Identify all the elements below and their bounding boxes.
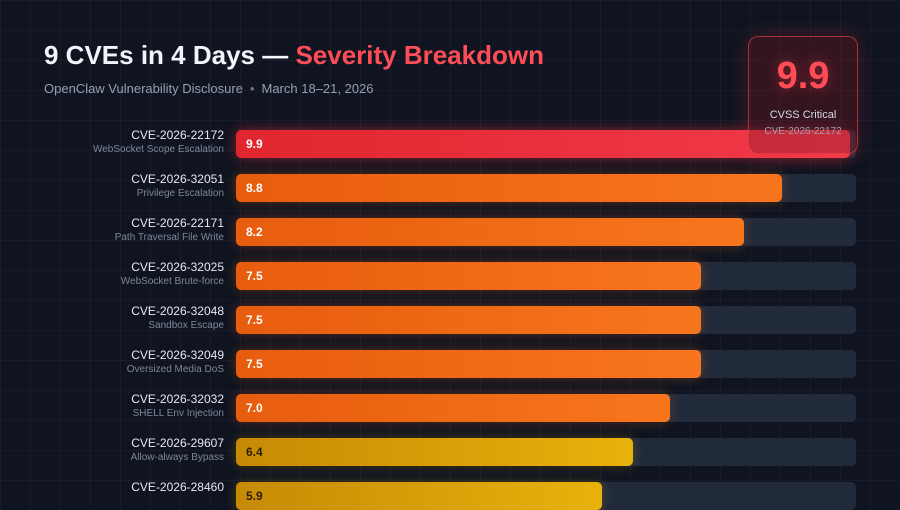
bar-track: 7.5 (236, 262, 856, 290)
cve-description-label: Allow-always Bypass (130, 452, 224, 463)
bar-row: CVE-2026-32051 Privilege Escalation 8.8 (0, 172, 900, 202)
bar-label: CVE-2026-32032 SHELL Env Injection (131, 392, 224, 420)
cvss-score-cve: CVE-2026-22172 (764, 126, 842, 137)
bar-row: CVE-2026-32032 SHELL Env Injection 7.0 (0, 392, 900, 422)
cve-id-label: CVE-2026-32049 (131, 348, 224, 362)
bar-value-label: 7.5 (246, 313, 263, 327)
bar-track: 5.9 (236, 482, 856, 510)
cve-id-label: CVE-2026-32025 (131, 260, 224, 274)
bar-value-label: 7.0 (246, 401, 263, 415)
severity-bar: 5.9 (236, 482, 602, 510)
bar-label: CVE-2026-32025 WebSocket Brute-force (121, 260, 224, 288)
severity-bar: 7.5 (236, 350, 701, 378)
cve-id-label: CVE-2026-22171 (131, 216, 224, 230)
severity-bar: 7.5 (236, 306, 701, 334)
cve-description-label: Sandbox Escape (148, 320, 224, 331)
bar-row: CVE-2026-28460 5.9 (0, 480, 900, 510)
subtitle-source: OpenClaw Vulnerability Disclosure (44, 81, 243, 96)
subtitle-separator: • (249, 81, 255, 96)
severity-bar: 8.8 (236, 174, 782, 202)
bar-label: CVE-2026-28460 (131, 480, 224, 495)
cve-description-label: Privilege Escalation (136, 188, 224, 199)
bar-row: CVE-2026-29607 Allow-always Bypass 6.4 (0, 436, 900, 466)
bar-value-label: 8.8 (246, 181, 263, 195)
severity-bar: 9.9 (236, 130, 850, 158)
bar-label: CVE-2026-32049 Oversized Media DoS (127, 348, 224, 376)
bar-label: CVE-2026-22172 WebSocket Scope Escalation (93, 128, 224, 156)
page-subtitle: OpenClaw Vulnerability Disclosure • March … (44, 81, 374, 96)
bar-row: CVE-2026-32049 Oversized Media DoS 7.5 (0, 348, 900, 378)
severity-bar: 8.2 (236, 218, 744, 246)
bar-value-label: 9.9 (246, 137, 263, 151)
subtitle-dates: March 18–21, 2026 (261, 81, 374, 96)
severity-bar: 7.0 (236, 394, 670, 422)
cvss-score-caption: CVSS Critical (769, 109, 837, 121)
bar-value-label: 7.5 (246, 269, 263, 283)
bar-track: 7.0 (236, 394, 856, 422)
bar-label: CVE-2026-32048 Sandbox Escape (131, 304, 224, 332)
cvss-score-value: 9.9 (776, 55, 830, 97)
bar-track: 7.5 (236, 350, 856, 378)
cve-description-label: WebSocket Brute-force (120, 276, 224, 287)
bar-value-label: 8.2 (246, 225, 263, 239)
cve-id-label: CVE-2026-32051 (131, 172, 224, 186)
title-accent: Severity Breakdown (295, 40, 545, 70)
cve-id-label: CVE-2026-32048 (131, 304, 224, 318)
cve-description-label: Path Traversal File Write (114, 232, 224, 243)
cve-description-label: WebSocket Scope Escalation (92, 144, 224, 155)
bar-value-label: 5.9 (246, 489, 263, 503)
bar-label: CVE-2026-22171 Path Traversal File Write (115, 216, 224, 244)
bar-row: CVE-2026-22172 WebSocket Scope Escalation… (0, 128, 900, 158)
bar-track: 6.4 (236, 438, 856, 466)
bar-row: CVE-2026-22171 Path Traversal File Write 8… (0, 216, 900, 246)
cve-id-label: CVE-2026-28460 (131, 480, 224, 494)
cve-id-label: CVE-2026-29607 (131, 436, 224, 450)
bar-track: 9.9 (236, 130, 856, 158)
bar-value-label: 7.5 (246, 357, 263, 371)
severity-bar: 7.5 (236, 262, 701, 290)
bar-label: CVE-2026-32051 Privilege Escalation (131, 172, 224, 200)
bar-row: CVE-2026-32048 Sandbox Escape 7.5 (0, 304, 900, 334)
title-prefix: 9 CVEs in 4 Days — (44, 40, 296, 70)
cve-description-label: Oversized Media DoS (126, 364, 224, 375)
bar-value-label: 6.4 (246, 445, 263, 459)
cve-id-label: CVE-2026-22172 (131, 128, 224, 142)
bar-track: 8.2 (236, 218, 856, 246)
bar-label: CVE-2026-29607 Allow-always Bypass (131, 436, 224, 464)
cve-description-label: SHELL Env Injection (132, 408, 224, 419)
cve-id-label: CVE-2026-32032 (131, 392, 224, 406)
severity-bar: 6.4 (236, 438, 633, 466)
bar-row: CVE-2026-32025 WebSocket Brute-force 7.5 (0, 260, 900, 290)
bar-track: 7.5 (236, 306, 856, 334)
bar-track: 8.8 (236, 174, 856, 202)
cvss-score-card: 9.9 CVSS Critical CVE-2026-22172 (748, 36, 858, 154)
page-title: 9 CVEs in 4 Days — Severity Breakdown (44, 40, 544, 71)
